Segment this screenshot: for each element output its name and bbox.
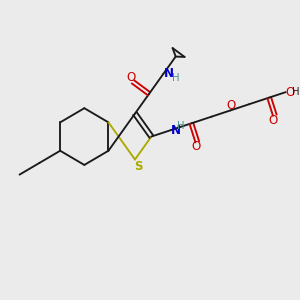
Text: O: O — [127, 70, 136, 84]
Text: N: N — [171, 124, 181, 136]
Text: O: O — [191, 140, 200, 153]
Text: S: S — [134, 160, 143, 172]
Text: O: O — [269, 114, 278, 127]
Text: H: H — [172, 73, 179, 82]
Text: O: O — [226, 99, 236, 112]
Text: H: H — [292, 87, 300, 97]
Text: N: N — [164, 67, 173, 80]
Text: O: O — [285, 85, 294, 99]
Text: H: H — [177, 121, 185, 131]
